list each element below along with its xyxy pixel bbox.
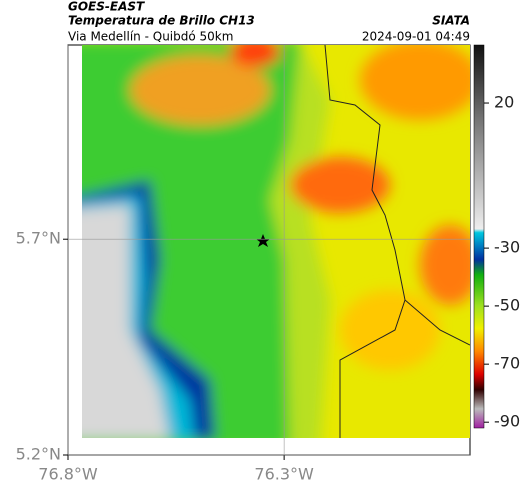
colorbar-tick-label: -50 (494, 296, 520, 315)
y-tick-label: 5.2°N (16, 445, 61, 464)
colorbar-tick-label: -90 (494, 412, 520, 431)
colorbar-tick-label: -70 (494, 354, 520, 373)
x-tick-label: 76.3°W (254, 465, 314, 484)
border (324, 45, 470, 438)
axes: 76.8°W 76.3°W 5.2°N 5.7°N 20 -30 -50 -70 -90 (16, 45, 520, 484)
org: SIATA (432, 14, 470, 28)
colorbar-tick-label: 20 (494, 93, 514, 112)
y-tick-label: 5.7°N (16, 229, 61, 248)
timestamp: 2024-09-01 04:49 (362, 30, 470, 44)
colorbar (473, 44, 485, 429)
location-star (256, 234, 270, 247)
brightness-field (82, 45, 470, 438)
title: Temperatura de Brillo CH13 (68, 14, 255, 28)
x-tick-label: 76.8°W (38, 465, 98, 484)
source: GOES-EAST (68, 0, 145, 14)
colorbar-tick-label: -30 (494, 238, 520, 257)
route: Via Medellín - Quibdó 50km (68, 30, 233, 44)
